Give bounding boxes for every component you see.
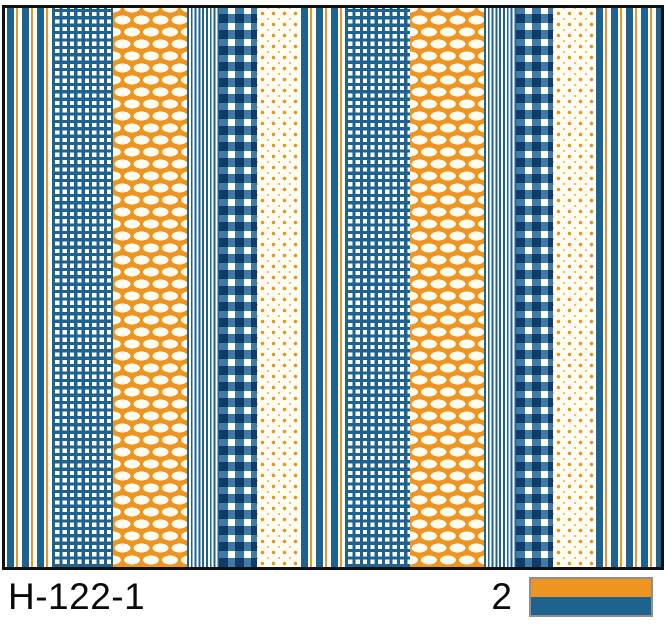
- fabric-swatch: [2, 5, 664, 570]
- chip-color: [531, 579, 651, 597]
- chip-color: [531, 597, 651, 615]
- fabric-stripe-dot-grid: [257, 8, 299, 567]
- fabric-stripe-blue-grid: [345, 8, 410, 567]
- fabric-stripe-orange-ovals: [410, 8, 484, 567]
- fabric-stripe-multi-stripe: [594, 8, 661, 567]
- product-code: H-122-1: [8, 576, 146, 617]
- colorway-count: 2: [491, 576, 512, 617]
- fabric-stripe-multi-stripe: [299, 8, 345, 567]
- fabric-stripe-dot-grid: [553, 8, 594, 567]
- colorway-chip: [529, 577, 653, 617]
- label-bar: H-122-1 2: [0, 570, 666, 624]
- fabric-stripe-gingham: [219, 8, 257, 567]
- fabric-stripe-orange-ovals: [113, 8, 187, 567]
- fabric-stripe-gingham: [516, 8, 553, 567]
- fabric-stripe-blue-grid: [52, 8, 113, 567]
- fabric-stripe-multi-stripe: [5, 8, 52, 567]
- fabric-stripe-pinstripe: [484, 8, 516, 567]
- fabric-stripe-pinstripe: [187, 8, 219, 567]
